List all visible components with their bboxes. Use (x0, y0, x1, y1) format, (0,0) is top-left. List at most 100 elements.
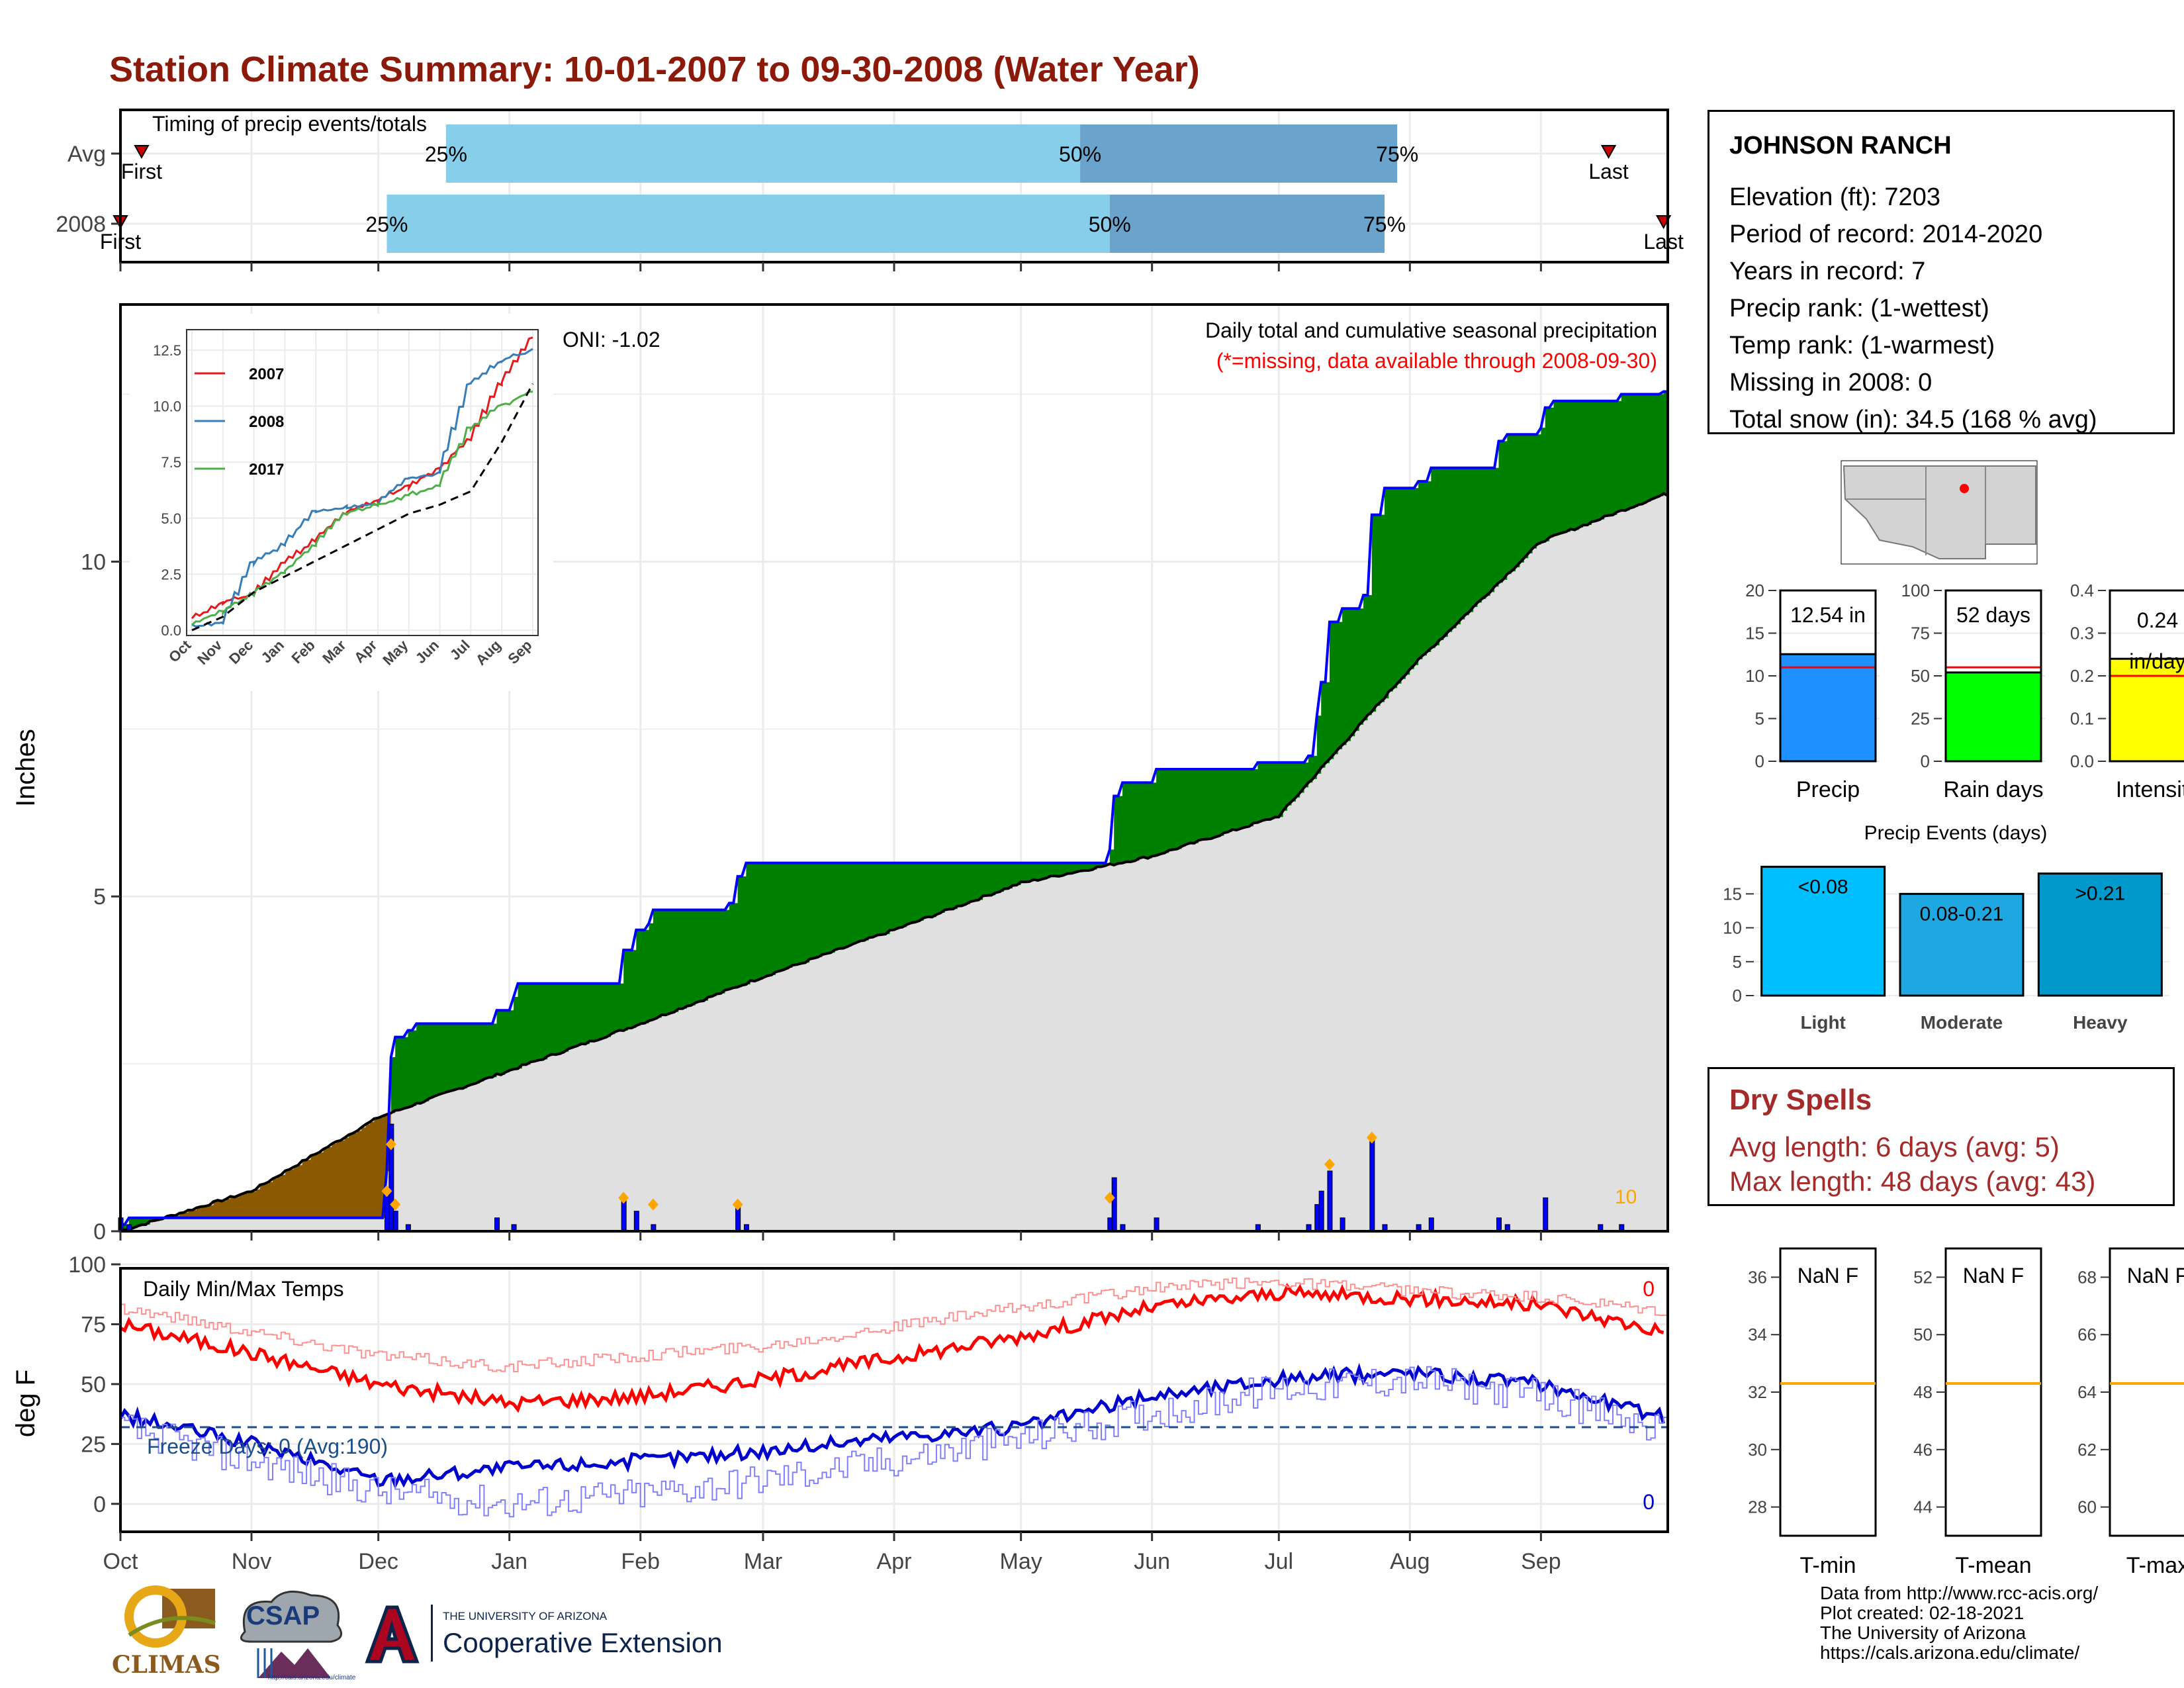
temp-gauge-tick-label: 60 (2077, 1497, 2097, 1517)
gauge-precip: 0 5 10 15 20 12.54 in Precip (1745, 581, 1880, 802)
timing-title: Timing of precip events/totals (152, 112, 427, 136)
temp-gauge-tick-label: 34 (1748, 1325, 1767, 1344)
gauge-tick-label: 5 (1755, 709, 1764, 729)
temp-gauge-value-label: NaN F (1797, 1264, 1858, 1288)
temp-min-line (118, 1362, 1665, 1489)
timing-label-50: 50% (1059, 142, 1101, 166)
gauge-bar (1944, 671, 2042, 763)
precip-daily-bar (633, 1211, 639, 1232)
inset-y-tick-label: 2.5 (161, 566, 181, 583)
gauge-tick-label: 75 (1911, 624, 1930, 643)
climas-logo-mark (124, 1585, 216, 1648)
temp-y-axis-label: deg F (11, 1370, 40, 1437)
ua-a-logo (365, 1605, 420, 1664)
min-count-label: 0 (1643, 1490, 1655, 1514)
temp-y-tick-label: 75 (81, 1312, 106, 1337)
temp-gauges-chart: 28 30 32 34 36 NaN F T-min 44 46 48 50 52 NaN F T-mea… (1748, 1247, 2184, 1578)
precip-daily-bar (1111, 1177, 1117, 1232)
precip-daily-bar (1369, 1137, 1375, 1232)
gauge-tick-label: 15 (1745, 624, 1764, 643)
inset-line-2008 (191, 348, 533, 628)
temp-gauge-frame (1779, 1247, 1877, 1537)
climas-logo: CLIMAS (109, 1582, 222, 1681)
events-category-label: Heavy (2073, 1012, 2128, 1033)
gauge-tick-label: 0 (1755, 751, 1764, 771)
page-title: Station Climate Summary: 10-01-2007 to 0… (109, 50, 1200, 89)
temp-y-tick-label: 25 (81, 1432, 106, 1457)
precip-corner-label: 10 (1615, 1186, 1637, 1208)
timing-label-75: 75% (1376, 142, 1418, 166)
timing-label-25: 25% (425, 142, 467, 166)
timing-first-marker (134, 145, 150, 160)
inset-y-tick-label: 5.0 (161, 510, 181, 527)
credit-university: The University of Arizona (1820, 1622, 2026, 1643)
events-tick-label: 5 (1733, 952, 1742, 972)
temp-gauge-value-label: NaN F (1963, 1264, 2024, 1288)
timing-row-label: 2008 (56, 212, 106, 237)
timing-bar-late (1109, 195, 1385, 253)
temp-x-tick-label: Aug (1390, 1549, 1430, 1574)
inset-y-tick-label: 7.5 (161, 454, 181, 471)
precip-cumulative-line (120, 390, 1668, 1226)
gauge-tick-label: 0.0 (2070, 751, 2094, 771)
snow-marker (1104, 1192, 1115, 1204)
temp-gauge-tick-label: 64 (2077, 1382, 2097, 1402)
snow-marker (618, 1192, 629, 1204)
dry-spells-max: Max length: 48 days (avg: 43) (1729, 1166, 2096, 1197)
gauge-tick-label: 50 (1911, 666, 1930, 686)
temp-y-tick-label: 50 (81, 1372, 106, 1397)
temp-title: Daily Min/Max Temps (143, 1277, 343, 1301)
gauge-value-label: 52 days (1956, 603, 2030, 627)
events-category-label: Moderate (1921, 1012, 2003, 1033)
temp-gauge-tick-label: 30 (1748, 1440, 1767, 1460)
temp-x-tick-label: Jan (491, 1549, 527, 1574)
temp-max-line (119, 1283, 1664, 1413)
precip-daily-bar (1543, 1197, 1549, 1232)
gauge-name: Precip (1796, 777, 1860, 802)
timing-last-label: Last (1643, 230, 1684, 254)
events-tick-label: 0 (1733, 986, 1742, 1006)
inset-plot-bg (187, 330, 538, 635)
gauge-tick-label: 20 (1745, 581, 1764, 600)
precip-above-avg-area (120, 391, 1668, 1231)
gauge-value-label: 0.24 (2137, 608, 2178, 632)
gauge-frame (1944, 589, 2042, 763)
inset-legend-label: 2007 (249, 365, 284, 383)
events-title: Precip Events (days) (1864, 822, 2048, 844)
temp-gauge-tick-label: 28 (1748, 1497, 1767, 1517)
map-state-borders (1845, 466, 1986, 555)
gauge-frame (1779, 589, 1877, 763)
events-tick-label: 10 (1723, 918, 1742, 938)
temp-gauge-tick-label: 48 (1913, 1382, 1933, 1402)
precip-daily-bar (1340, 1217, 1345, 1232)
precip-missing-note: (*=missing, data available through 2008-… (1216, 349, 1657, 373)
gauge-intensity: 0.0 0.1 0.2 0.3 0.4 0.24 in/day Intensity (2070, 581, 2184, 802)
precip-y-tick-label: 0 (93, 1219, 106, 1244)
temp-gauge-t-mean: 44 46 48 50 52 NaN F T-mean (1913, 1247, 2042, 1578)
csap-logo-text: CSAP (246, 1601, 320, 1630)
station-period: Period of record: 2014-2020 (1729, 220, 2043, 248)
locator-map (1841, 460, 2038, 565)
gauge-tick-label: 25 (1911, 709, 1930, 729)
temp-x-tick-label: Nov (232, 1549, 271, 1574)
temp-gauge-tick-label: 36 (1748, 1267, 1767, 1287)
timing-first-label: First (121, 160, 162, 183)
temp-min-avg-line (120, 1366, 1668, 1518)
temp-gauge-tick-label: 46 (1913, 1440, 1933, 1460)
temp-gauge-frame (1944, 1247, 2042, 1537)
csap-cloud (240, 1590, 343, 1643)
timing-label-50: 50% (1089, 212, 1131, 236)
timing-label-75: 75% (1363, 212, 1406, 236)
precip-daily-bar (1327, 1170, 1333, 1232)
temp-gauge-frame (2109, 1247, 2184, 1537)
ua-top-text: THE UNIVERSITY OF ARIZONA (443, 1610, 608, 1622)
precip-y-tick-label: 5 (93, 884, 106, 910)
ua-main-text: Cooperative Extension (443, 1627, 723, 1658)
credit-plot-created: Plot created: 02-18-2021 (1820, 1603, 2025, 1623)
timing-bar-early (445, 124, 1081, 183)
timing-bar-late (1080, 124, 1398, 183)
csap-logo: CSAP http://cals.arizona.edu/climate (232, 1585, 355, 1685)
temp-y-tick-label: 0 (93, 1492, 106, 1517)
